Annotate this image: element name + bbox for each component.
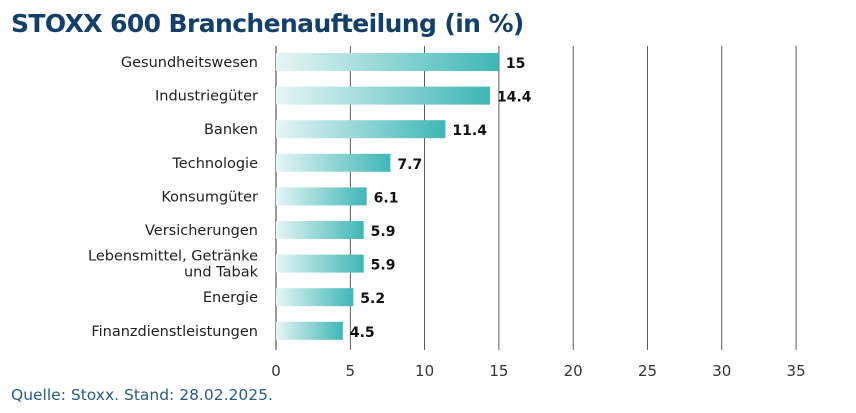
x-tick-label: 15 [489, 362, 508, 380]
labels: Gesundheitswesen 15 Industriegüter 14.4 Bank… [88, 55, 532, 341]
bars [276, 53, 499, 340]
value-label: 11.4 [452, 123, 487, 139]
category-label: Versicherungen [145, 223, 258, 239]
source-note: Quelle: Stoxx. Stand: 28.02.2025. [11, 386, 273, 404]
bar [276, 153, 391, 172]
bar [276, 86, 490, 105]
chart-title: STOXX 600 Branchenaufteilung (in %) [11, 9, 524, 38]
bar [276, 288, 354, 307]
bar [276, 187, 367, 206]
value-label: 4.5 [350, 325, 375, 341]
x-tick-label: 0 [271, 362, 281, 380]
x-tick-label: 10 [415, 362, 434, 380]
bar [276, 321, 343, 340]
value-label: 15 [506, 56, 525, 72]
category-label: Industriegüter [155, 89, 258, 105]
value-label: 5.9 [371, 224, 396, 240]
category-label: Lebensmittel, Getränke und Tabak [88, 249, 259, 281]
x-tick-label: 20 [564, 362, 583, 380]
value-label: 5.2 [360, 291, 385, 307]
category-label: Banken [204, 122, 258, 138]
value-label: 5.9 [371, 258, 396, 274]
category-label: Technologie [171, 156, 258, 172]
x-axis-ticks: 0 5 10 15 20 25 30 35 [271, 362, 805, 380]
bar [276, 254, 364, 273]
bar [276, 53, 499, 71]
x-tick-label: 30 [712, 362, 731, 380]
value-label: 14.4 [497, 90, 532, 106]
value-label: 6.1 [374, 190, 399, 206]
x-tick-label: 5 [346, 362, 356, 380]
category-label: Energie [203, 290, 258, 306]
bar [276, 221, 364, 239]
category-label: Konsumgüter [161, 189, 258, 205]
category-label: Finanzdienstleistungen [91, 324, 258, 340]
x-tick-label: 25 [638, 362, 657, 380]
category-label: Gesundheitswesen [121, 55, 258, 71]
bar [276, 120, 446, 139]
value-label: 7.7 [397, 157, 422, 173]
x-tick-label: 35 [787, 362, 806, 380]
